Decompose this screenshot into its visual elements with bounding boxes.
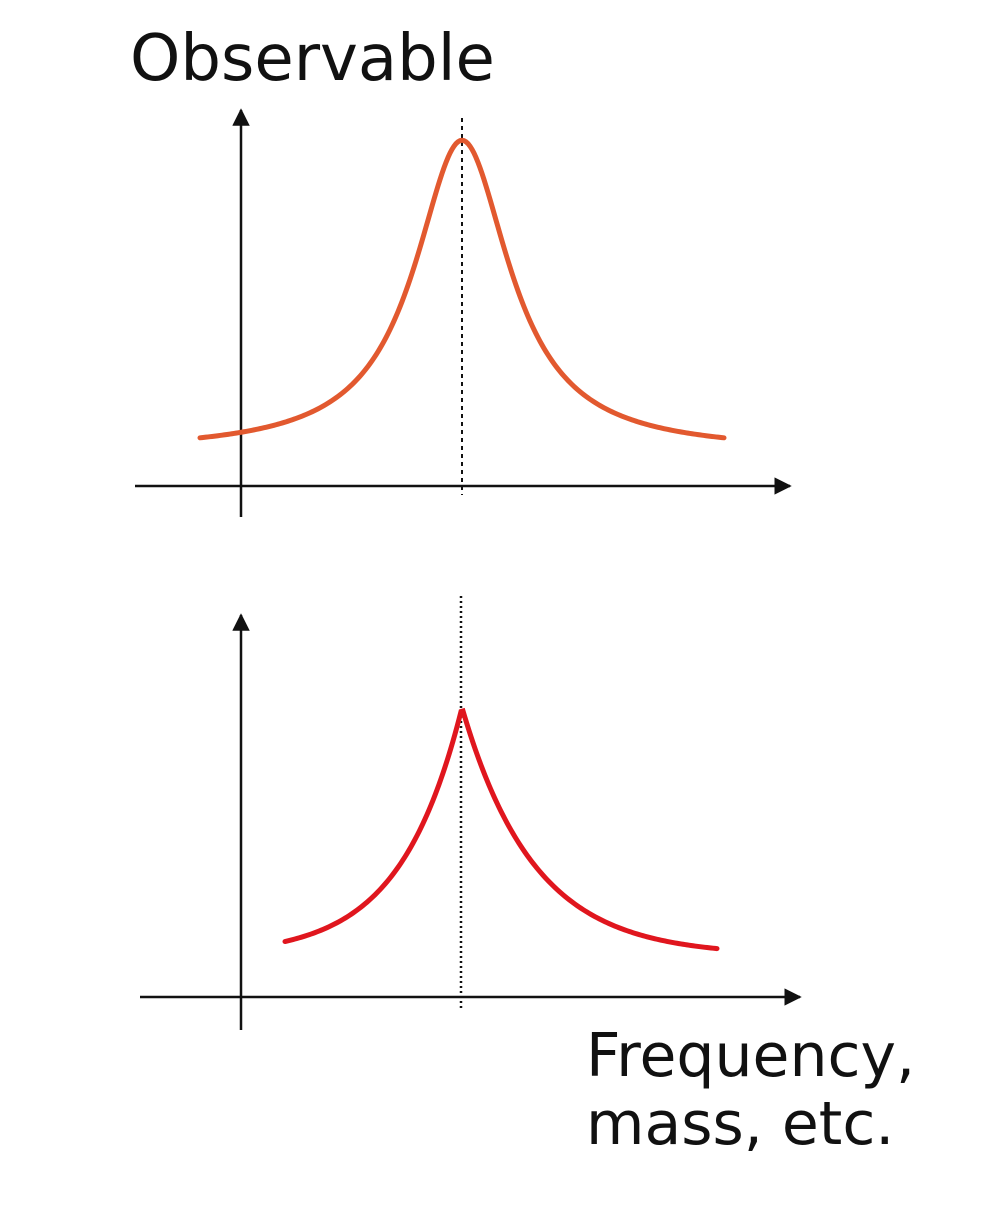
y-axis-label: Observable [130,22,495,96]
top-resonance-curve [197,137,727,441]
bottom-panel [140,596,802,1030]
bottom-cusp-curve [282,707,720,952]
x-axis-label-line2: mass, etc. [586,1089,894,1159]
x-axis-label-line1: Frequency, [586,1021,915,1091]
top-panel [135,108,792,517]
